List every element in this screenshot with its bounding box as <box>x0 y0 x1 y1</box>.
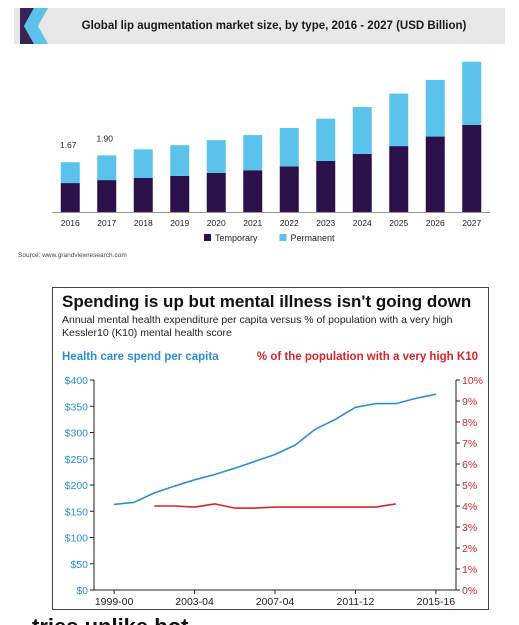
legend-swatch-temporary <box>204 234 211 241</box>
right-axis-title: % of the population with a very high K10 <box>256 351 478 363</box>
left-tick-label: $150 <box>65 506 89 518</box>
x-tick-label: 2026 <box>426 218 445 228</box>
x-tick-label: 2022 <box>280 218 299 228</box>
bar-permanent-2019 <box>170 145 190 176</box>
x-tick-label: 2024 <box>353 218 372 228</box>
right-tick-label: 0% <box>462 585 477 597</box>
top-chart-title: Global lip augmentation market size, by … <box>81 20 467 32</box>
bar-temporary-2019 <box>170 175 190 212</box>
bar-permanent-2020 <box>206 140 226 173</box>
x-tick-label: 2025 <box>389 218 408 228</box>
bar-temporary-2020 <box>206 172 226 212</box>
top-chart-source: Source: www.grandviewresearch.com <box>18 252 127 259</box>
right-tick-label: 9% <box>462 396 477 408</box>
left-tick-label: $400 <box>65 375 89 387</box>
x-tick-label: 2017 <box>97 218 116 228</box>
bottom-chart-panel: Spending is up but mental illness isn't … <box>52 287 489 610</box>
x-tick-label: 2027 <box>462 218 481 228</box>
x-tick-label: 2019 <box>170 218 189 228</box>
left-tick-label: $100 <box>65 533 89 545</box>
right-tick-label: 8% <box>462 417 477 429</box>
bar-permanent-2024 <box>352 107 372 154</box>
bar-permanent-2022 <box>279 127 299 167</box>
right-tick-label: 3% <box>462 522 477 534</box>
bar-permanent-2025 <box>389 93 409 147</box>
clipped-caption-area: tries unlike bot <box>0 608 519 625</box>
x-tick-label: 2003-04 <box>175 596 214 608</box>
right-tick-label: 1% <box>462 564 477 576</box>
x-tick-label: 2007-04 <box>256 596 295 608</box>
bar-permanent-2016 <box>60 162 80 184</box>
bar-permanent-2026 <box>425 79 445 137</box>
grandview-logo-icon <box>20 8 48 44</box>
left-tick-label: $200 <box>65 480 89 492</box>
bar-permanent-2021 <box>243 135 263 171</box>
right-tick-label: 5% <box>462 480 477 492</box>
bar-temporary-2027 <box>462 124 482 212</box>
right-tick-label: 2% <box>462 543 477 555</box>
top-chart-panel: Global lip augmentation market size, by … <box>14 8 505 266</box>
right-tick-label: 6% <box>462 459 477 471</box>
right-tick-label: 4% <box>462 501 477 513</box>
left-axis-title: Health care spend per capita <box>62 351 219 363</box>
bar-permanent-2023 <box>316 118 336 162</box>
bar-temporary-2017 <box>97 180 117 212</box>
bar-temporary-2021 <box>243 170 263 212</box>
bar-temporary-2023 <box>316 161 336 212</box>
left-tick-label: $0 <box>76 585 88 597</box>
left-tick-label: $50 <box>70 559 88 571</box>
bar-temporary-2016 <box>60 183 80 212</box>
x-tick-label: 2015-16 <box>417 596 456 608</box>
x-tick-label: 2018 <box>134 218 153 228</box>
x-tick-label: 2023 <box>316 218 335 228</box>
bar-temporary-2025 <box>389 146 409 212</box>
data-label: 1.67 <box>60 140 77 150</box>
x-tick-label: 1999-00 <box>95 596 134 608</box>
bottom-chart-title: Spending is up but mental illness isn't … <box>62 292 472 311</box>
legend-label-temporary: Temporary <box>215 233 258 243</box>
bar-permanent-2017 <box>97 155 117 181</box>
data-label: 1.90 <box>96 133 113 143</box>
clipped-caption: tries unlike bot <box>32 614 188 625</box>
right-tick-label: 7% <box>462 438 477 450</box>
right-tick-label: 10% <box>462 375 483 387</box>
legend-label-permanent: Permanent <box>291 233 336 243</box>
x-tick-label: 2016 <box>61 218 80 228</box>
bar-temporary-2022 <box>279 166 299 212</box>
top-chart-header: Global lip augmentation market size, by … <box>14 8 505 44</box>
bar-permanent-2018 <box>133 149 153 179</box>
x-tick-label: 2020 <box>207 218 226 228</box>
x-tick-label: 2021 <box>243 218 262 228</box>
spend-line <box>114 393 437 506</box>
left-tick-label: $350 <box>65 401 89 413</box>
bar-permanent-2027 <box>462 61 482 125</box>
bar-temporary-2018 <box>133 178 153 212</box>
bottom-chart-subtitle: Annual mental health expenditure per cap… <box>62 314 453 339</box>
bottom-chart-plot: $0 $50 $100 $150 $200 $250 $300 $350 $400 0% 1% 2% 3… <box>65 375 483 608</box>
legend-swatch-permanent <box>279 234 287 241</box>
top-chart-plot: 2016 1.67 2017 1.90 2018 2019 2020 2021 2022 2023… <box>52 61 490 243</box>
left-tick-label: $300 <box>65 428 89 440</box>
x-tick-label: 2011-12 <box>337 596 375 608</box>
left-tick-label: $250 <box>65 454 89 466</box>
k10-line <box>154 503 396 509</box>
bar-temporary-2024 <box>352 153 372 212</box>
bar-temporary-2026 <box>425 136 445 212</box>
